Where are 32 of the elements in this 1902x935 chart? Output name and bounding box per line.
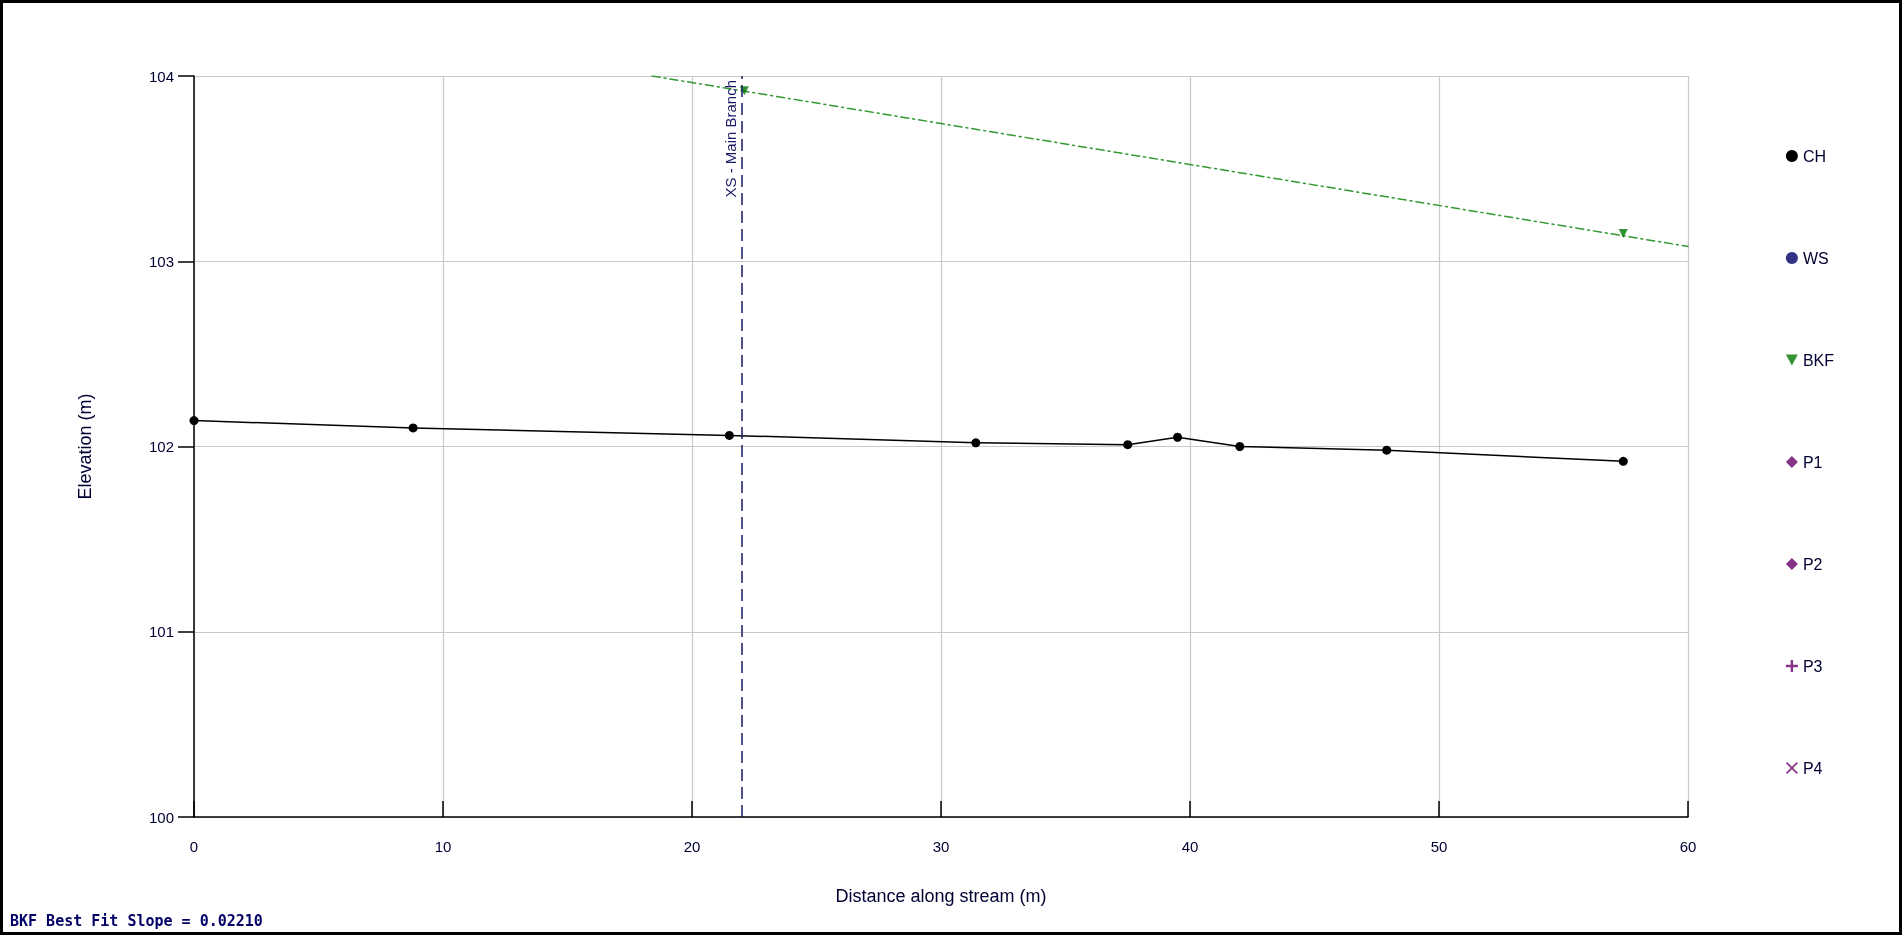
legend-label: P3: [1802, 657, 1823, 675]
y-tick-label: 104: [148, 67, 174, 85]
legend-label: P1: [1802, 453, 1823, 471]
point: [1382, 445, 1392, 455]
x-tick-label: 40: [1181, 838, 1199, 855]
legend-label: BKF: [1802, 351, 1835, 369]
point: [1235, 442, 1245, 451]
x-axis-title: Distance along stream (m): [835, 886, 1047, 906]
ref-line-label: XS - Main Branch: [721, 80, 739, 198]
legend-label: WS: [1802, 249, 1829, 267]
text: BKF Best Fit Slope = 0.02210: [10, 912, 263, 930]
y-tick-label: 102: [148, 438, 174, 455]
point: [189, 416, 199, 426]
x-tick-label: 60: [1679, 838, 1697, 855]
y-axis-title: Elevation (m): [75, 393, 95, 500]
legend-label: CH: [1802, 147, 1826, 165]
y-tick-label: 103: [148, 252, 174, 270]
legend-label: P2: [1802, 555, 1823, 573]
legend-label: P4: [1802, 759, 1823, 777]
point: [724, 430, 734, 440]
x-tick-label: 10: [434, 838, 452, 855]
point: [1123, 440, 1133, 450]
x-tick-label: 0: [189, 838, 199, 855]
x-tick-label: 20: [683, 838, 701, 855]
point: [1173, 432, 1183, 442]
y-tick-label: 101: [148, 623, 174, 641]
point: [971, 438, 981, 448]
point: [408, 423, 418, 433]
point: [1618, 456, 1628, 466]
x-tick-label: 50: [1430, 838, 1448, 855]
y-tick-label: 100: [148, 808, 174, 826]
x-tick-label: 30: [932, 838, 950, 855]
